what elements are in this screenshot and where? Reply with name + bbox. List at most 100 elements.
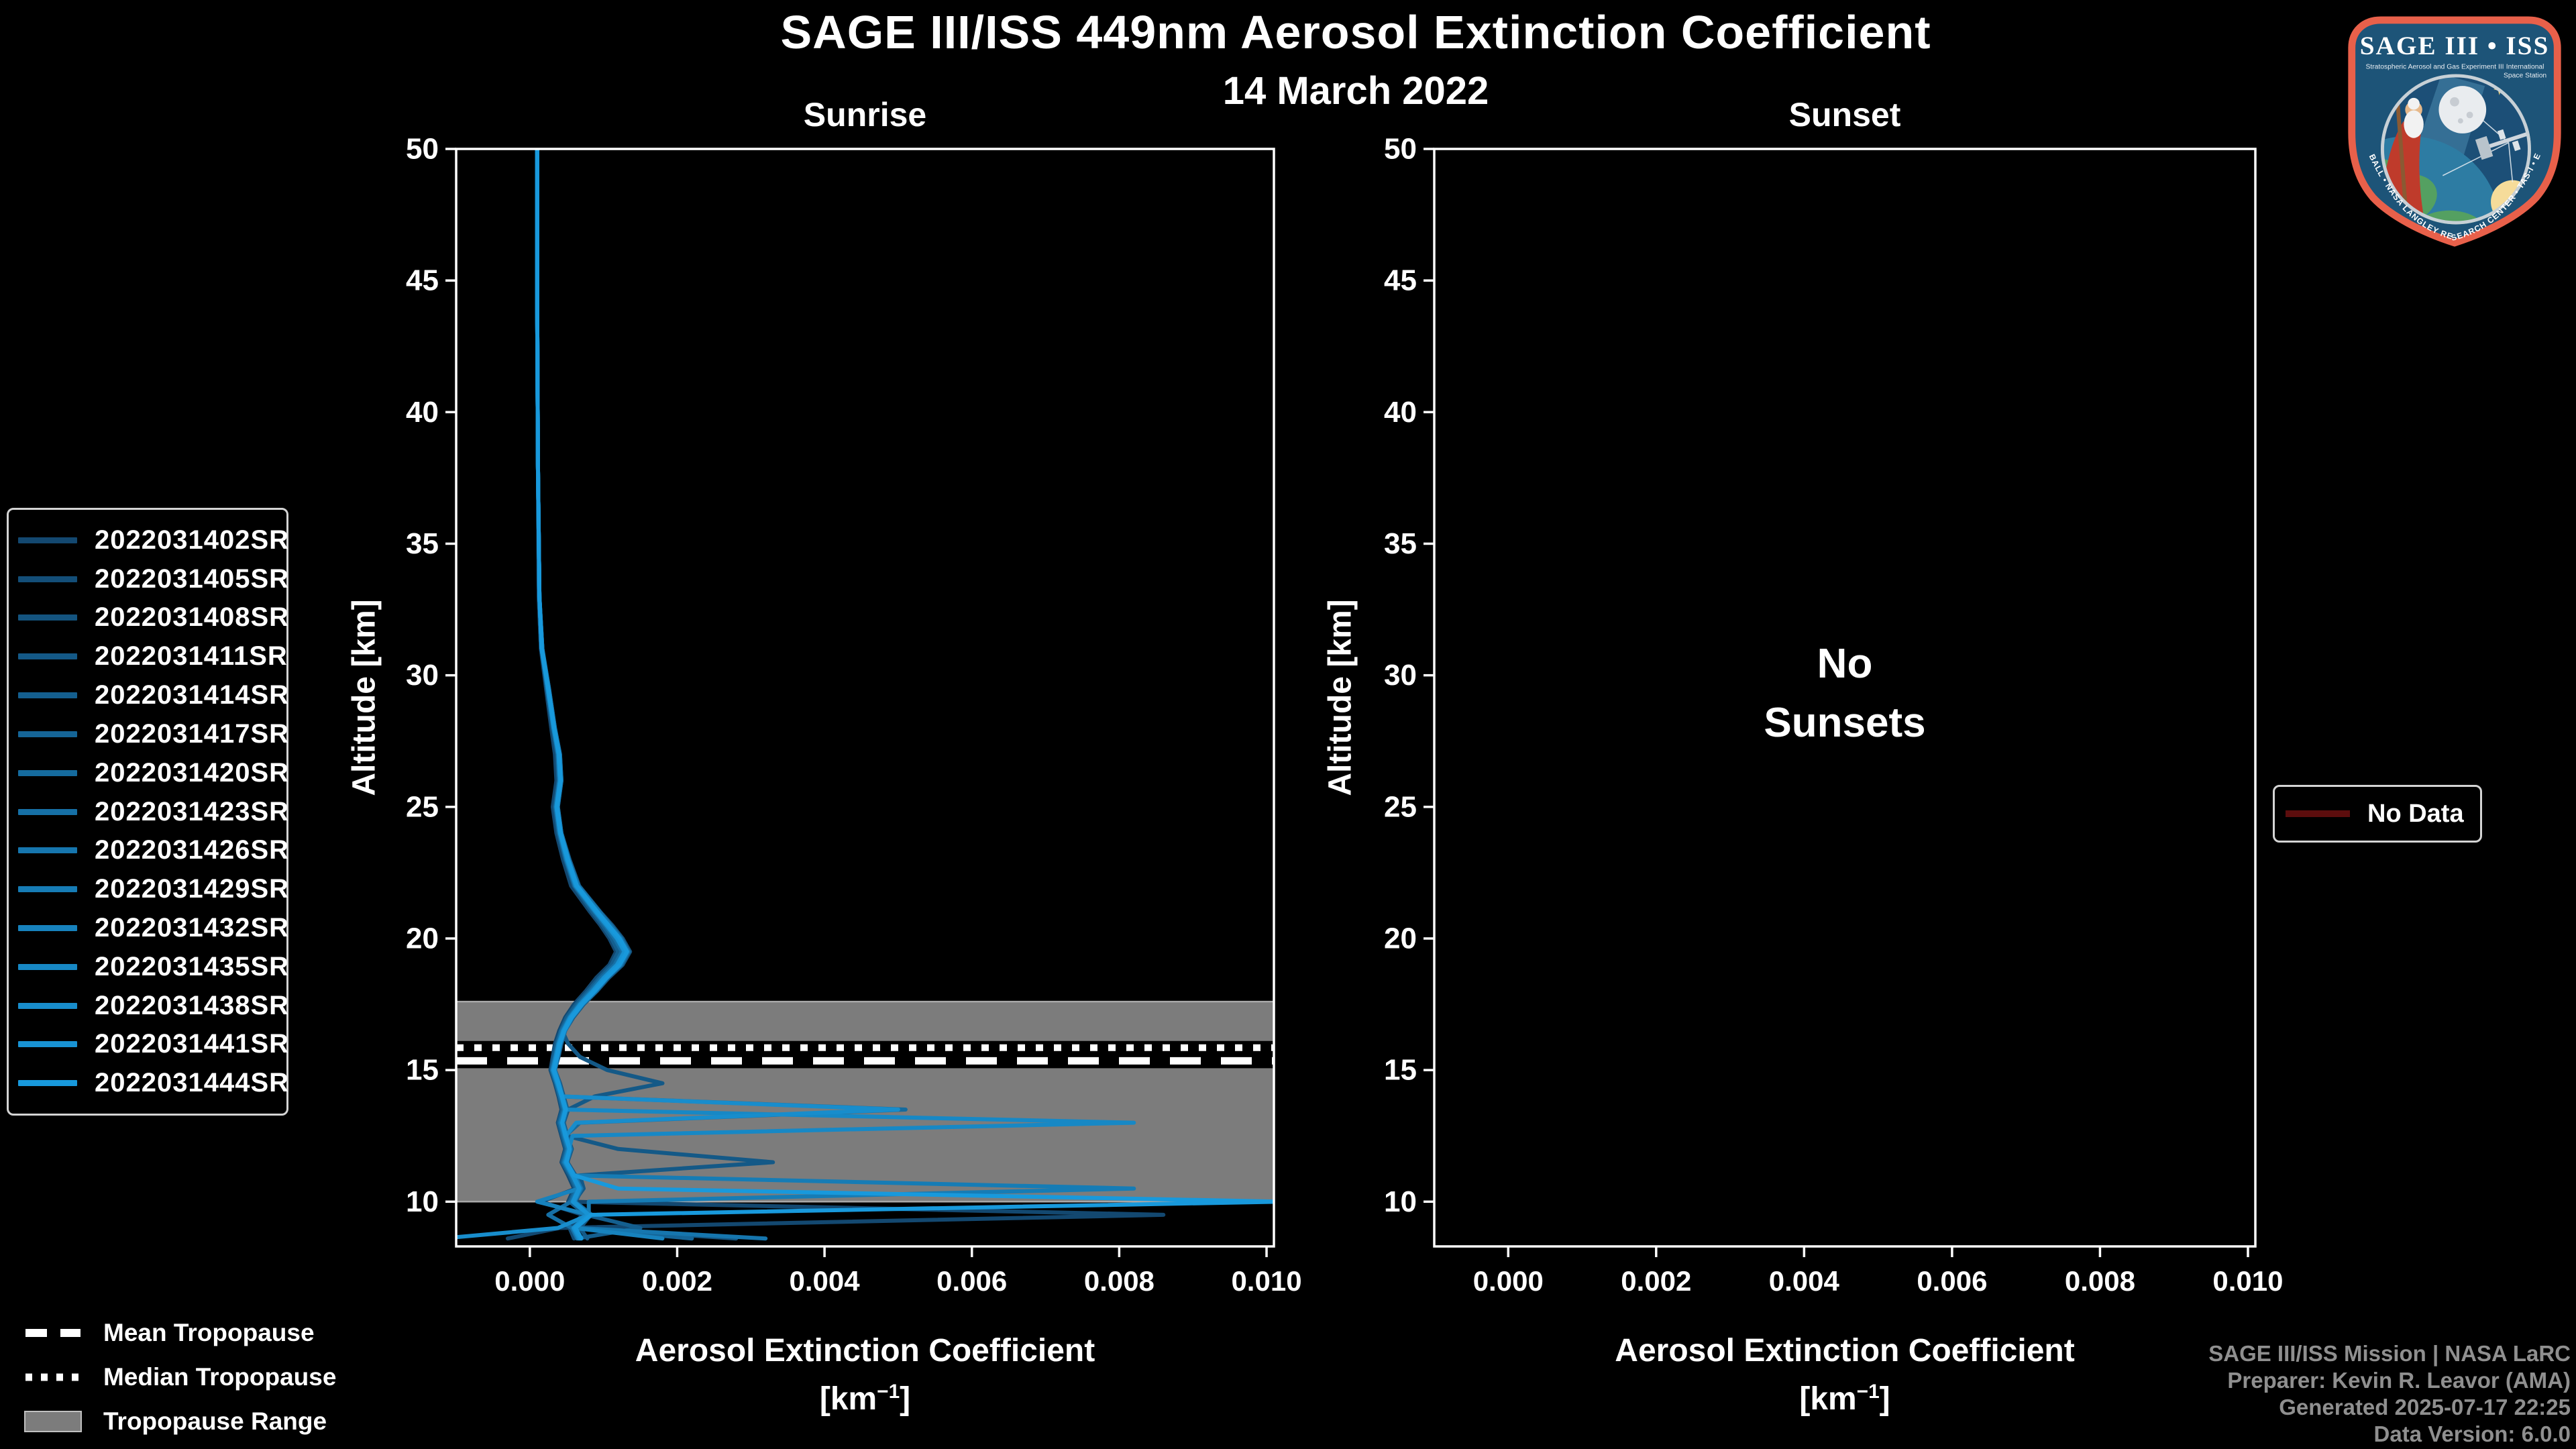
no-data-message: No Sunsets (1434, 635, 2255, 753)
event-line-swatch (18, 769, 77, 776)
legend-item-event: 2022031405SR (18, 564, 288, 594)
y-tick-label: 20 (1384, 922, 1417, 955)
y-tick-label: 35 (1384, 527, 1417, 560)
plot-spines (1433, 148, 2257, 1248)
footer-line: Data Version: 6.0.0 (2373, 1421, 2571, 1446)
x-tick-label: 0.004 (1769, 1265, 1840, 1297)
tropopause-legend: Mean Tropopause Median Tropopause Tropop… (24, 1319, 337, 1435)
unit-prefix: [km (1799, 1381, 1857, 1417)
event-legend-label: 2022031414SR (95, 680, 290, 710)
legend-item-event: 2022031417SR (18, 719, 288, 749)
y-tick-label: 45 (406, 264, 439, 297)
footer-line: SAGE III/ISS Mission | NASA LaRC (2208, 1341, 2571, 1366)
legend-label: Median Tropopause (103, 1363, 337, 1391)
legend-item-event: 2022031414SR (18, 680, 288, 710)
x-tick-label: 0.002 (1621, 1265, 1691, 1297)
dashed-line-swatch (25, 1329, 80, 1337)
no-data-legend: No Data (2273, 785, 2482, 843)
event-line-swatch (18, 1041, 77, 1048)
unit-prefix: [km (819, 1381, 877, 1417)
panel-title-sunset: Sunset (1788, 96, 1901, 133)
unit-exponent: −1 (1856, 1381, 1880, 1403)
legend-item-event: 2022031441SR (18, 1029, 288, 1059)
patch-title: SAGE III • ISS (2360, 32, 2550, 60)
legend-item-event: 2022031432SR (18, 913, 288, 943)
event-legend-label: 2022031426SR (95, 835, 290, 865)
legend-label: Tropopause Range (103, 1407, 327, 1435)
event-legend-label: 2022031444SR (95, 1068, 290, 1098)
legend-item-tropopause-range: Tropopause Range (24, 1407, 336, 1435)
no-data-line-swatch (2286, 810, 2350, 817)
event-line-swatch (18, 537, 77, 543)
y-tick-label: 15 (1384, 1054, 1417, 1087)
event-line-swatch (18, 886, 77, 893)
x-axis-label-right: Aerosol Extinction Coefficient (1615, 1333, 2075, 1368)
event-line-swatch (18, 808, 77, 815)
event-line-swatch (18, 576, 77, 582)
event-line-swatch (18, 614, 77, 621)
legend-label: Mean Tropopause (103, 1319, 315, 1346)
y-tick-label: 30 (1384, 659, 1417, 692)
x-tick-label: 0.010 (1231, 1265, 1301, 1297)
plot-spines (455, 148, 1275, 1248)
y-tick-label: 20 (406, 922, 439, 955)
page-title: SAGE III/ISS 449nm Aerosol Extinction Co… (780, 6, 1931, 58)
footer-line: Generated 2025-07-17 22:25 (2279, 1395, 2571, 1419)
event-line-swatch (18, 1080, 77, 1087)
moon (2438, 86, 2487, 133)
y-tick-label: 25 (1384, 790, 1417, 823)
x-axis-label-left: Aerosol Extinction Coefficient (635, 1333, 1095, 1368)
event-legend: 2022031402SR 2022031405SR 2022031408SR 2022… (7, 508, 288, 1116)
event-line-swatch (18, 1002, 77, 1009)
event-line-swatch (18, 692, 77, 699)
y-tick-label: 40 (1384, 396, 1417, 429)
unit-suffix: ] (900, 1381, 911, 1417)
y-tick-label: 50 (1384, 133, 1417, 166)
date-subtitle: 14 March 2022 (1222, 69, 1489, 113)
tropopause-range-band (456, 1002, 1274, 1202)
x-tick-label: 0.000 (1473, 1265, 1544, 1297)
event-legend-label: 2022031441SR (95, 1029, 290, 1059)
event-legend-label: 2022031438SR (95, 990, 290, 1020)
credits-footer: SAGE III/ISS Mission | NASA LaRC Preparer… (2208, 1340, 2571, 1448)
y-tick-label: 25 (406, 790, 439, 823)
legend-item-event: 2022031411SR (18, 641, 287, 672)
patch-subtitle-left: Stratospheric Aerosol and Gas Experiment… (2366, 64, 2504, 71)
no-data-legend-label: No Data (2367, 799, 2464, 828)
x-tick-label: 0.008 (2065, 1265, 2135, 1297)
event-line-swatch (18, 847, 77, 854)
event-legend-label: 2022031408SR (95, 602, 290, 633)
patch-scene (2380, 74, 2531, 225)
y-tick-label: 40 (406, 396, 439, 429)
event-line-swatch (18, 731, 77, 737)
panel-title-sunrise: Sunrise (803, 96, 927, 133)
x-tick-label: 0.002 (642, 1265, 712, 1297)
event-line-swatch (18, 653, 77, 660)
y-tick-label: 30 (406, 659, 439, 692)
event-legend-label: 2022031435SR (95, 951, 290, 981)
y-tick-label: 45 (1384, 264, 1417, 297)
unit-suffix: ] (1879, 1381, 1890, 1417)
y-axis-label-left: Altitude [km] (346, 599, 382, 796)
legend-item-event: 2022031435SR (18, 952, 288, 982)
legend-item-event: 2022031426SR (18, 835, 288, 865)
legend-item-event: 2022031402SR (18, 525, 288, 555)
event-legend-label: 2022031423SR (95, 796, 290, 826)
legend-item-event: 2022031429SR (18, 874, 288, 904)
no-data-message-line1: No (1817, 641, 1873, 687)
earth (2380, 136, 2501, 225)
x-tick-label: 0.010 (2212, 1265, 2283, 1297)
y-tick-label: 50 (406, 133, 439, 166)
y-tick-label: 10 (406, 1185, 439, 1218)
patch-subtitle-right-2: Space Station (2504, 72, 2546, 79)
event-legend-label: 2022031402SR (95, 525, 290, 555)
legend-item-event: 2022031408SR (18, 602, 288, 633)
y-tick-label: 10 (1384, 1185, 1417, 1218)
legend-item-median-tropopause: Median Tropopause (24, 1363, 337, 1391)
legend-item-event: 2022031444SR (18, 1068, 288, 1098)
patch-subtitle-right-1: International (2506, 64, 2544, 71)
y-tick-label: 15 (406, 1054, 439, 1087)
event-line-swatch (18, 963, 77, 970)
